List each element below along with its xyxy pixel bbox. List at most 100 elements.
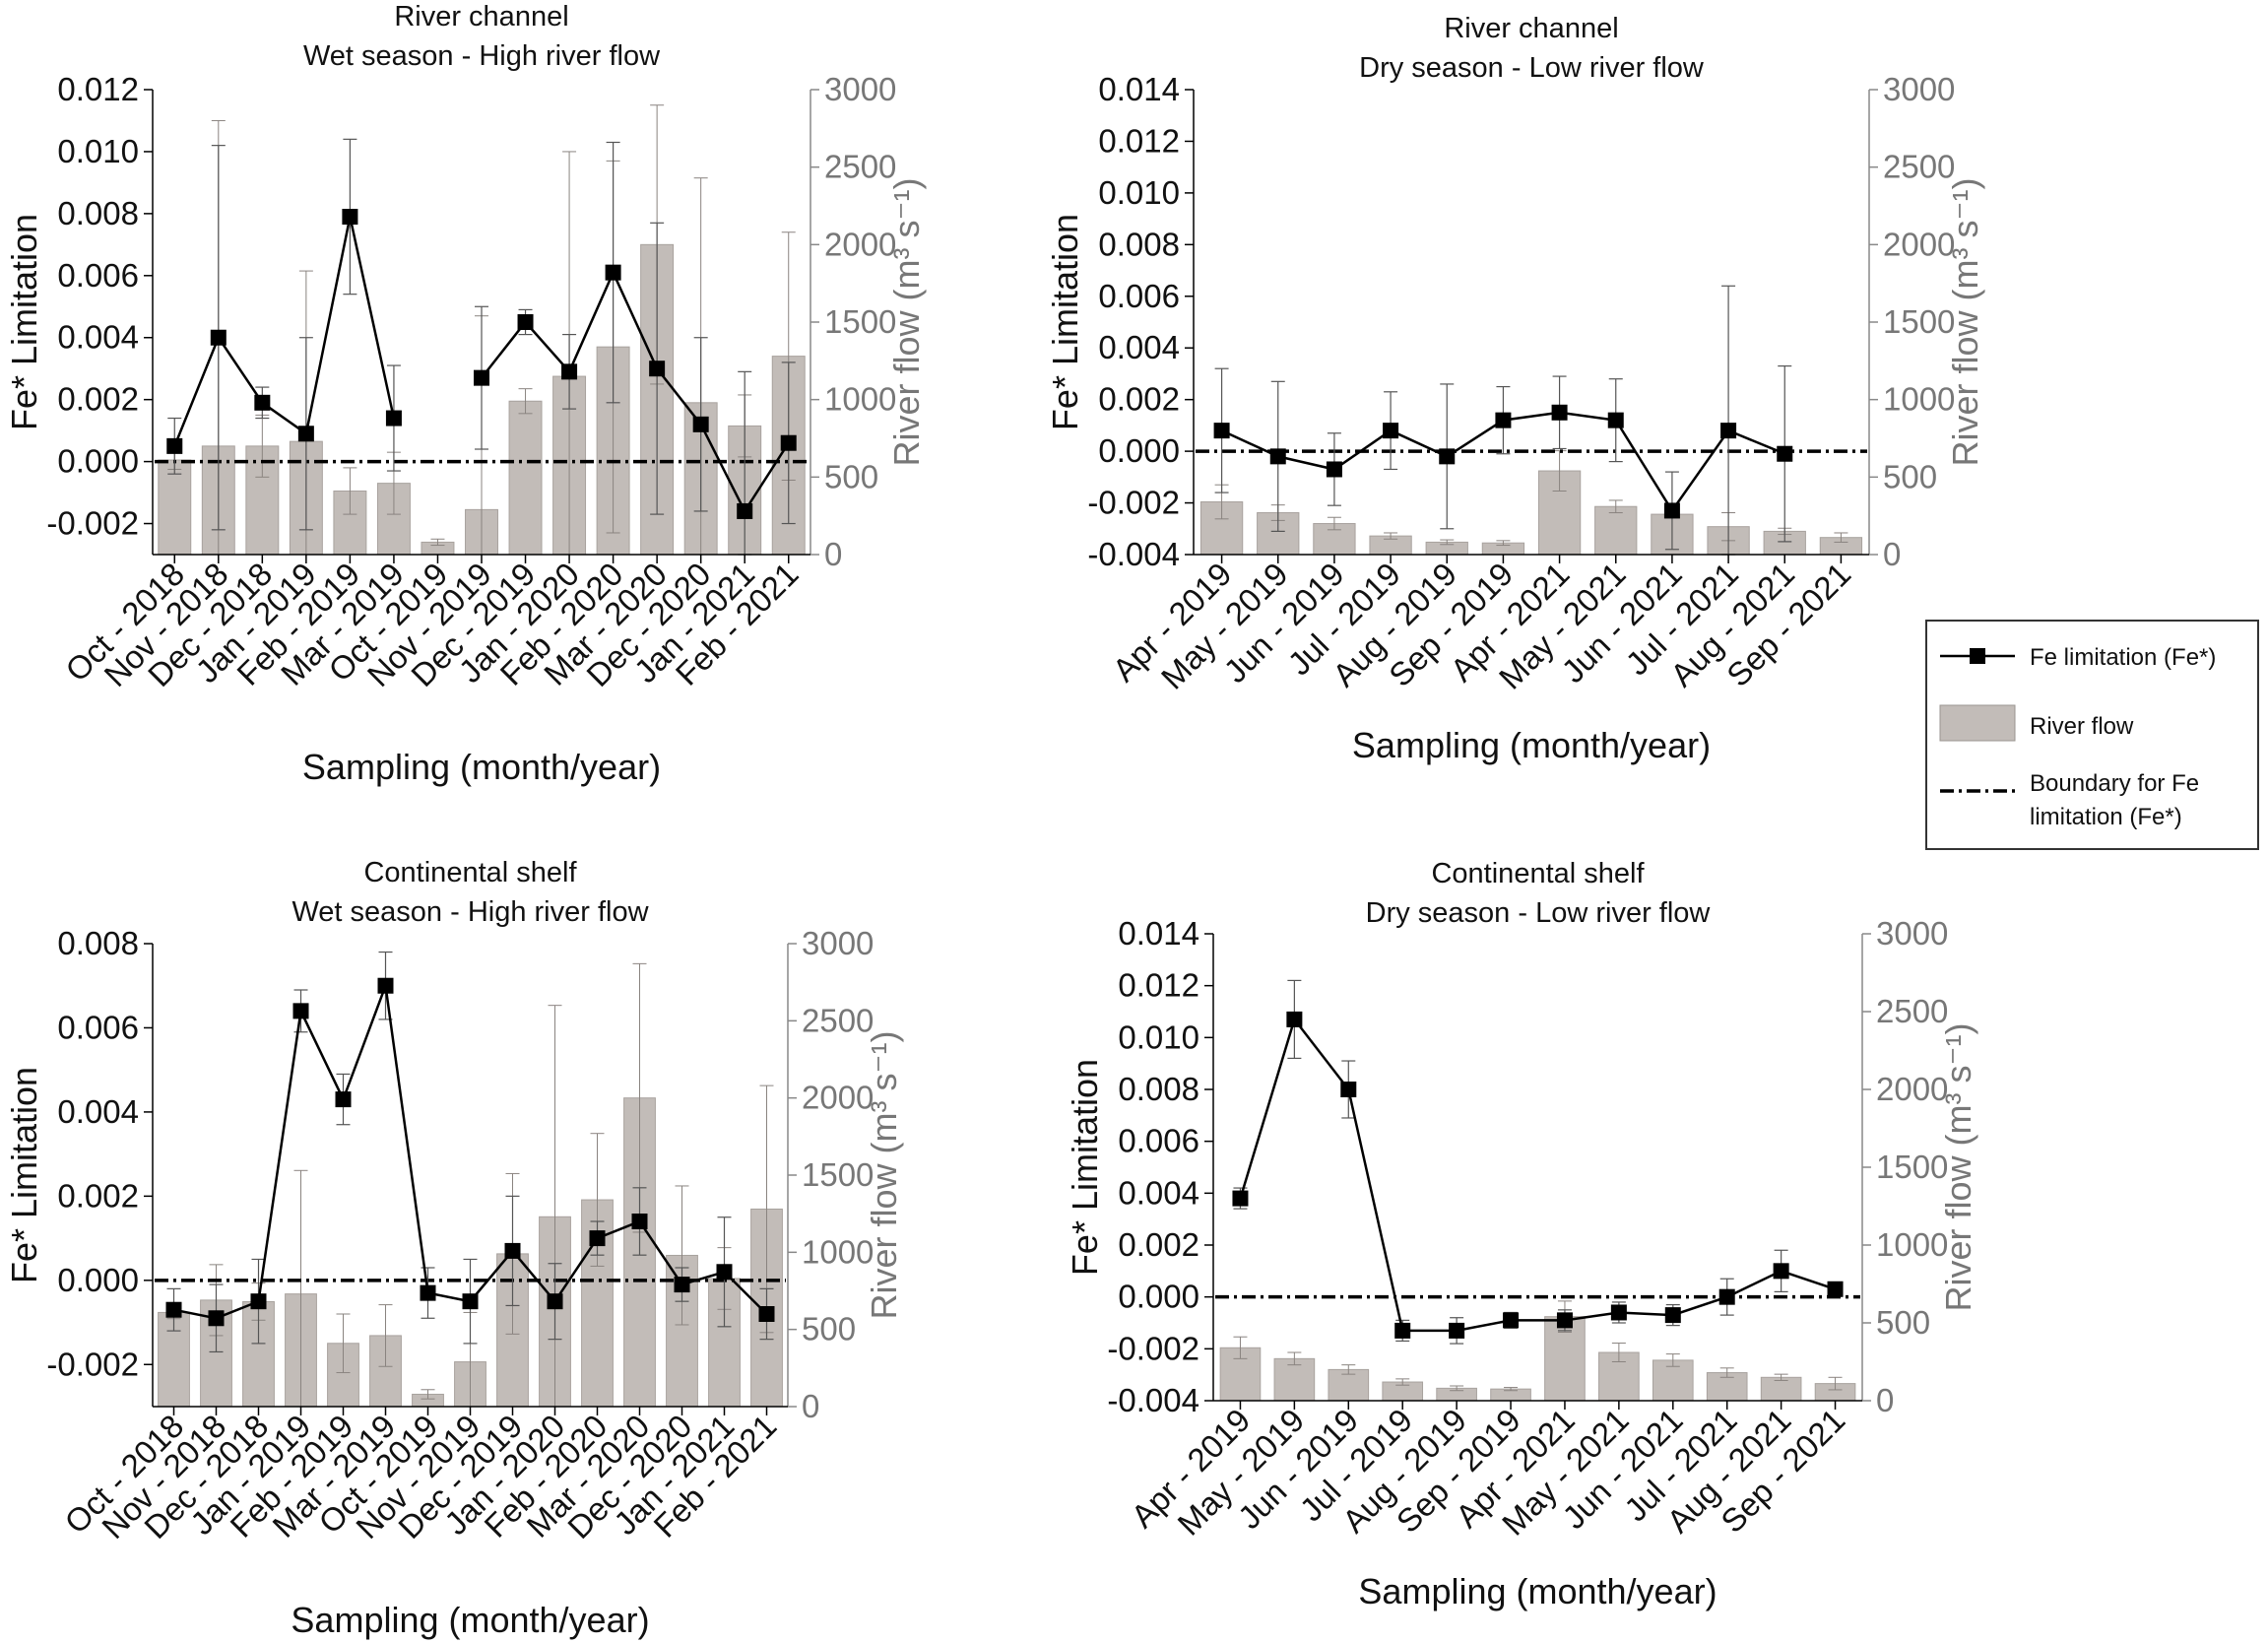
- right-tick-label: 0: [1883, 536, 1901, 572]
- fe-limitation-point: [1286, 1011, 1303, 1027]
- x-axis-label: Sampling (month/year): [302, 747, 661, 787]
- left-tick-label: 0.006: [57, 257, 139, 294]
- fe-limitation-point: [1664, 1307, 1681, 1324]
- fe-limitation-point: [166, 437, 183, 454]
- fe-limitation-point: [297, 426, 314, 442]
- y-axis-right-label: River flow (m³ s⁻¹): [1938, 1023, 1978, 1312]
- left-tick-label: -0.002: [46, 505, 139, 542]
- fe-limitation-point: [165, 1301, 182, 1318]
- left-tick-label: 0.000: [1118, 1279, 1199, 1315]
- left-tick-label: -0.002: [46, 1346, 139, 1382]
- right-tick-label: 1000: [824, 381, 896, 418]
- legend-label-boundary-2: limitation (Fe*): [2030, 804, 2182, 830]
- fe-limitation-point: [1610, 1304, 1627, 1321]
- fe-limitation-point: [737, 502, 753, 519]
- chart-subtitle: Wet season - High river flow: [303, 40, 661, 72]
- left-tick-label: 0.010: [57, 133, 139, 169]
- fe-limitation-line: [1239, 1017, 1836, 1333]
- fe-limitation-point: [1269, 448, 1286, 465]
- left-tick-label: 0.004: [1098, 329, 1180, 365]
- right-tick-label: 1000: [802, 1233, 874, 1270]
- left-tick-label: 0.006: [1098, 278, 1180, 314]
- y-axis-right-label: River flow (m³ s⁻¹): [1945, 178, 1985, 467]
- y-axis-left-label: Fe* Limitation: [1065, 1059, 1105, 1276]
- left-tick-label: 0.000: [57, 443, 139, 480]
- fe-limitation-point: [1232, 1190, 1249, 1207]
- left-tick-label: 0.012: [57, 71, 139, 107]
- fe-limitation-point: [420, 1284, 436, 1301]
- fe-limitation-point: [561, 363, 578, 380]
- right-tick-label: 500: [824, 458, 878, 494]
- fe-limitation-point: [1394, 1322, 1411, 1339]
- legend-marker-swatch: [1970, 648, 1985, 664]
- fe-limitation-point: [692, 416, 709, 432]
- x-axis-label: Sampling (month/year): [1352, 725, 1711, 765]
- fe-limitation-point: [335, 1091, 352, 1108]
- fe-limitation-point: [547, 1293, 563, 1310]
- legend-bar-swatch: [1939, 704, 2016, 742]
- left-tick-label: 0.010: [1098, 174, 1180, 211]
- fe-limitation-point: [1495, 412, 1512, 428]
- right-tick-label: 2000: [824, 226, 896, 262]
- chart-title: River channel: [1444, 13, 1618, 44]
- chart-title: River channel: [394, 1, 568, 33]
- fe-limitation-point: [1213, 423, 1230, 439]
- fe-limitation-point: [377, 977, 394, 994]
- fe-limitation-point: [605, 264, 621, 281]
- fe-limitation-point: [1607, 412, 1624, 428]
- fe-limitation-point: [292, 1003, 309, 1019]
- fe-limitation-point: [250, 1293, 267, 1310]
- fe-limitation-point: [589, 1230, 606, 1247]
- fe-limitation-point: [474, 369, 489, 386]
- fe-limitation-point: [1340, 1082, 1357, 1097]
- fe-limitation-point: [342, 209, 358, 226]
- left-tick-label: -0.002: [1087, 485, 1180, 521]
- left-tick-label: 0.004: [57, 319, 139, 356]
- fe-limitation-point: [462, 1293, 479, 1310]
- x-axis-label: Sampling (month/year): [291, 1600, 649, 1640]
- right-tick-label: 0: [1876, 1382, 1894, 1418]
- fe-limitation-point: [1827, 1281, 1844, 1297]
- fe-limitation-point: [1551, 404, 1568, 421]
- left-tick-label: 0.002: [1098, 381, 1180, 418]
- right-tick-label: 2500: [824, 149, 896, 185]
- left-tick-label: 0.012: [1118, 967, 1199, 1004]
- left-tick-label: 0.014: [1098, 71, 1180, 107]
- y-axis-left-label: Fe* Limitation: [4, 1067, 44, 1283]
- fe-limitation-point: [716, 1264, 733, 1281]
- left-tick-label: 0.008: [1118, 1071, 1199, 1107]
- fe-limitation-point: [1449, 1322, 1465, 1339]
- right-tick-label: 2500: [1876, 993, 1948, 1029]
- fe-limitation-point: [1773, 1263, 1789, 1280]
- chart-title: Continental shelf: [363, 857, 577, 888]
- left-tick-label: 0.014: [1118, 915, 1199, 952]
- fe-limitation-line: [173, 216, 396, 447]
- panel-continental-shelf-wet: Continental shelf Wet season - High river…: [4, 857, 904, 1640]
- right-tick-label: 500: [802, 1311, 856, 1347]
- panel-river-channel-wet: River channel Wet season - High river flo…: [4, 1, 927, 787]
- right-tick-label: 500: [1883, 458, 1937, 494]
- right-tick-label: 2000: [1883, 226, 1955, 262]
- left-tick-label: 0.010: [1118, 1019, 1199, 1055]
- fe-limitation-point: [504, 1242, 521, 1259]
- river-flow-bar: [158, 459, 192, 556]
- chart-subtitle: Dry season - Low river flow: [1366, 897, 1712, 929]
- left-tick-label: 0.012: [1098, 122, 1180, 159]
- legend-label-flow: River flow: [2030, 713, 2134, 740]
- fe-limitation-point: [1383, 423, 1399, 439]
- left-tick-label: 0.002: [57, 381, 139, 418]
- left-tick-label: 0.008: [1098, 226, 1180, 262]
- fe-limitation-point: [1718, 1288, 1735, 1305]
- left-tick-label: 0.004: [57, 1093, 139, 1130]
- chart-title: Continental shelf: [1431, 858, 1645, 889]
- y-axis-right-label: River flow (m³ s⁻¹): [886, 178, 927, 467]
- right-tick-label: 1500: [1876, 1149, 1948, 1185]
- fe-limitation-point: [674, 1277, 690, 1293]
- fe-limitation-point: [1556, 1312, 1573, 1329]
- fe-limitation-point: [758, 1306, 775, 1322]
- left-tick-label: 0.006: [57, 1009, 139, 1045]
- left-tick-label: 0.004: [1118, 1174, 1199, 1211]
- fe-limitation-point: [649, 361, 666, 377]
- left-tick-label: 0.008: [57, 195, 139, 231]
- left-tick-label: 0.006: [1118, 1123, 1199, 1159]
